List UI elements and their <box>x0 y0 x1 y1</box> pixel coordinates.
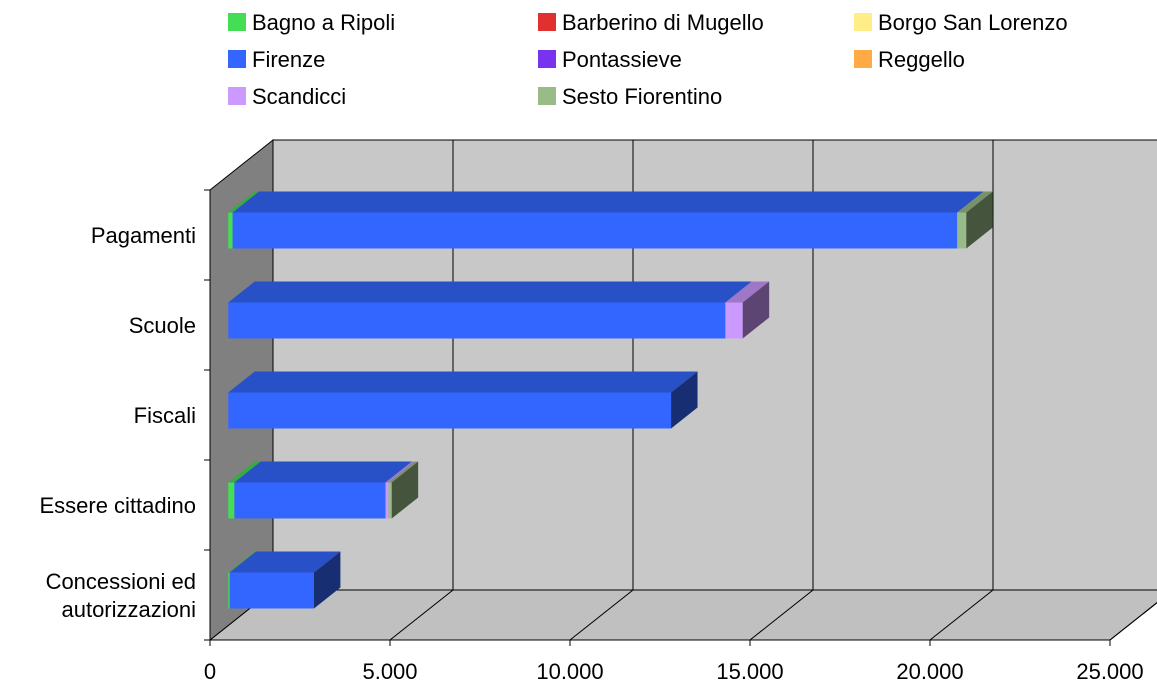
x-tick-label: 20.000 <box>896 659 963 684</box>
legend-entry: Reggello <box>854 47 965 72</box>
category-label: Essere cittadino <box>39 493 196 518</box>
legend-label: Sesto Fiorentino <box>562 84 722 109</box>
bar-group <box>228 371 698 429</box>
legend-entry: Pontassieve <box>538 47 682 72</box>
bar-group <box>228 461 419 519</box>
bar-segment-top <box>957 191 993 213</box>
bar-segment-top <box>385 461 415 483</box>
bar-segment <box>228 302 726 339</box>
bar-segment-side <box>671 371 698 429</box>
legend-swatch <box>538 13 556 31</box>
bar-segment-top <box>229 551 341 573</box>
legend-label: Pontassieve <box>562 47 682 72</box>
bar-segment <box>388 482 392 519</box>
legend: Bagno a Ripoli Barberino di Mugello Borgo … <box>228 10 1068 109</box>
bar-segment-side <box>742 281 770 339</box>
bar-segment-top <box>228 191 260 213</box>
category-label: Fiscali <box>134 403 196 428</box>
x-tick-label: 10.000 <box>536 659 603 684</box>
legend-label: Scandicci <box>252 84 346 109</box>
x-tick-label: 0 <box>204 659 216 684</box>
bar-segment <box>957 212 967 249</box>
bar-segment-top <box>232 191 984 213</box>
x-tick-labels: 0 5.000 10.000 15.000 20.000 25.000 <box>204 659 1144 684</box>
bar-segment <box>234 482 386 519</box>
bar-segment <box>232 212 958 249</box>
bar-segment-side <box>966 191 993 249</box>
bar-segment-top <box>725 281 770 303</box>
legend-entry: Bagno a Ripoli <box>228 10 395 35</box>
gridline <box>929 140 994 641</box>
gridline <box>749 140 814 641</box>
bar-segment <box>229 572 314 609</box>
legend-swatch <box>228 13 246 31</box>
legend-label: Bagno a Ripoli <box>252 10 395 35</box>
legend-entry: Borgo San Lorenzo <box>854 10 1068 35</box>
bar-segment-side <box>391 461 419 519</box>
category-label: Concessioni ed <box>46 569 196 594</box>
bar-segment-top <box>388 461 419 483</box>
legend-swatch <box>228 87 246 105</box>
x-tick-label: 15.000 <box>716 659 783 684</box>
bar-segment-top <box>228 281 752 303</box>
legend-swatch <box>854 50 872 68</box>
legend-entry: Scandicci <box>228 84 346 109</box>
bar-segment-side <box>313 551 341 609</box>
bar-segment <box>228 212 233 249</box>
category-labels: Pagamenti Scuole Fiscali Essere cittadino Co… <box>39 223 196 622</box>
bar-segment <box>385 482 389 519</box>
legend-label: Borgo San Lorenzo <box>878 10 1068 35</box>
category-label: Pagamenti <box>91 223 196 248</box>
bar-segment <box>228 572 230 609</box>
bar-segment-top <box>228 551 257 573</box>
legend-entry: Barberino di Mugello <box>538 10 764 35</box>
axes <box>204 189 1111 646</box>
legend-swatch <box>538 50 556 68</box>
legend-label: Barberino di Mugello <box>562 10 764 35</box>
bar-group <box>228 281 770 339</box>
legend-label: Firenze <box>252 47 325 72</box>
bar-segment <box>725 302 743 339</box>
bar-group <box>228 191 993 249</box>
bar-group <box>228 551 341 609</box>
bar-segment-top <box>228 461 261 483</box>
legend-label: Reggello <box>878 47 965 72</box>
bar-segment-top <box>228 371 698 393</box>
category-label: Scuole <box>129 313 196 338</box>
legend-entry: Sesto Fiorentino <box>538 84 722 109</box>
bar-segment <box>228 392 672 429</box>
x-tick-label: 25.000 <box>1076 659 1143 684</box>
legend-swatch <box>854 13 872 31</box>
floor-wall <box>208 589 1157 641</box>
bar-segment-top <box>234 461 413 483</box>
legend-swatch <box>228 50 246 68</box>
gridline <box>1109 602 1157 641</box>
legend-swatch <box>538 87 556 105</box>
category-label: autorizzazioni <box>61 597 196 622</box>
x-tick-label: 5.000 <box>362 659 417 684</box>
bars <box>228 191 993 609</box>
bar-segment <box>228 482 235 519</box>
legend-entry: Firenze <box>228 47 325 72</box>
